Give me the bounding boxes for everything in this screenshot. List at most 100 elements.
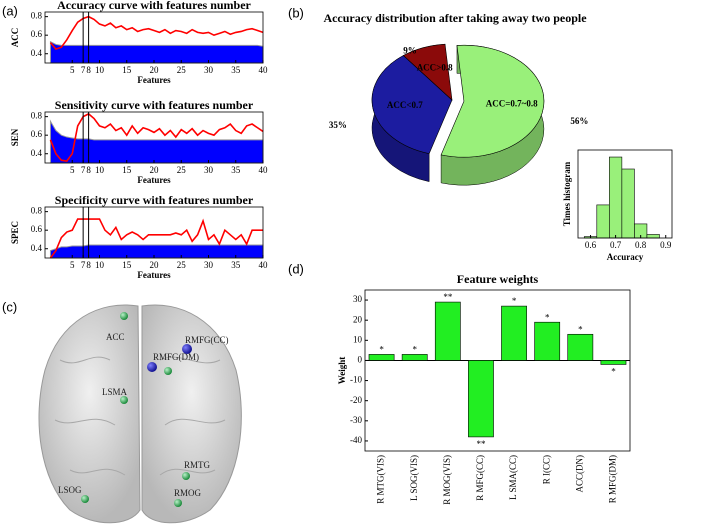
- y-tick-label: 30: [353, 294, 363, 304]
- y-tick-label: -30: [350, 415, 362, 425]
- y-tick-label: 10: [353, 334, 363, 344]
- x-tick-label: 25: [177, 65, 187, 75]
- plot-frame: [364, 289, 631, 452]
- x-tick-label: 30: [204, 65, 214, 75]
- line: [49, 112, 264, 163]
- y-axis-label: SPEC: [10, 221, 20, 244]
- hist-bar: [609, 156, 623, 239]
- node: [120, 312, 128, 320]
- node-label: LSMA: [102, 387, 128, 397]
- hist-bar: [646, 234, 660, 239]
- x-tick-label: 10: [95, 65, 105, 75]
- node-label: ACC: [106, 332, 125, 342]
- bar: [434, 301, 461, 361]
- significance: *: [545, 312, 550, 322]
- left-hemisphere: [38, 304, 141, 524]
- pie-slice: [402, 43, 453, 101]
- panel-label: (b): [288, 5, 304, 20]
- value-label: 35%: [329, 120, 347, 130]
- x-axis-label: Accuracy: [607, 252, 644, 262]
- significance: *: [379, 344, 384, 354]
- node: [147, 362, 157, 372]
- y-tick-label: 0.4: [31, 148, 43, 158]
- node-label: RMOG: [174, 488, 202, 498]
- area: [49, 244, 264, 259]
- x-tick-label: 15: [122, 165, 132, 175]
- y-axis-label: Times histogram: [562, 161, 572, 226]
- pie-slice: [440, 44, 545, 158]
- significance: *: [611, 367, 616, 377]
- significance: **: [476, 439, 486, 449]
- pie-slice: [371, 55, 453, 155]
- right-hemisphere: [141, 304, 242, 524]
- y-axis-label: ACC: [10, 28, 20, 48]
- y-tick-label: 0.6: [31, 129, 43, 139]
- chart-title: Feature weights: [457, 272, 539, 286]
- value-label: 56%: [570, 116, 588, 126]
- y-tick-label: 0.8: [31, 206, 43, 216]
- y-tick-label: 0.4: [31, 48, 43, 58]
- x-tick-label: 5: [70, 165, 75, 175]
- x-tick-label: 20: [150, 260, 160, 270]
- x-tick-label: 35: [231, 165, 241, 175]
- x-tick-label: 40: [259, 65, 269, 75]
- bar: [401, 354, 428, 361]
- node: [174, 499, 182, 507]
- x-tick-label: R MFG(DM): [608, 455, 618, 503]
- node: [182, 472, 190, 480]
- node: [164, 367, 172, 375]
- x-tick-label: 0.9: [660, 240, 672, 250]
- x-tick-label: ACC(DN): [574, 455, 584, 493]
- y-axis-label: Weight: [337, 357, 347, 385]
- x-axis-label: Features: [137, 175, 171, 185]
- chart-title: Sensitivity curve with features number: [55, 98, 254, 112]
- slice-label: ACC=0.7~0.8: [486, 99, 538, 109]
- y-tick-label: 0.6: [31, 224, 43, 234]
- x-tick-label: L SOG(VIS): [409, 455, 419, 501]
- brain-image: ACC RMFG(CC) RMFG(DM) LSMA RMTG LSOG RMO…: [38, 304, 242, 524]
- node-label: RMFG(DM): [153, 352, 199, 362]
- y-tick-label: 0.8: [31, 111, 43, 121]
- line: [49, 15, 264, 51]
- bar: [468, 360, 494, 438]
- y-tick-label: 0.6: [31, 29, 43, 39]
- bar: [600, 360, 627, 365]
- x-tick-label: 35: [231, 260, 241, 270]
- y-tick-label: 0.8: [31, 11, 43, 21]
- x-tick-label: 7: [81, 65, 86, 75]
- x-tick-label: 5: [70, 65, 75, 75]
- x-tick-label: 0.6: [585, 240, 597, 250]
- x-tick-label: 10: [95, 260, 105, 270]
- bar: [534, 321, 561, 361]
- x-tick-label: 40: [259, 260, 269, 270]
- bar: [501, 305, 527, 361]
- x-tick-label: L SMA(CC): [508, 455, 518, 500]
- node: [81, 495, 89, 503]
- bar: [368, 354, 395, 361]
- x-tick-label: 8: [86, 260, 91, 270]
- x-tick-label: 30: [204, 165, 214, 175]
- gyri: [54, 356, 226, 476]
- x-tick-label: 5: [70, 260, 75, 270]
- x-tick-label: 0.7: [610, 240, 622, 250]
- y-tick-label: 20: [353, 314, 363, 324]
- x-tick-label: 15: [122, 65, 132, 75]
- panel-label: (d): [288, 261, 304, 276]
- hist-bar: [596, 204, 610, 239]
- x-tick-label: 7: [81, 260, 86, 270]
- x-tick-label: 25: [177, 260, 187, 270]
- x-tick-label: R MFG(CC): [475, 455, 485, 501]
- x-tick-label: 30: [204, 260, 214, 270]
- x-tick-label: 10: [95, 165, 105, 175]
- hist-bar: [621, 168, 635, 239]
- slice-label: ACC>0.8: [417, 63, 453, 73]
- y-tick-label: -10: [350, 375, 362, 385]
- node-label: LSOG: [58, 485, 82, 495]
- bar: [567, 333, 594, 361]
- x-tick-label: 7: [81, 165, 86, 175]
- node-label: RMTG: [184, 460, 211, 470]
- panel-label: (c): [2, 299, 17, 314]
- y-tick-label: -40: [350, 435, 362, 445]
- x-tick-label: 8: [86, 165, 91, 175]
